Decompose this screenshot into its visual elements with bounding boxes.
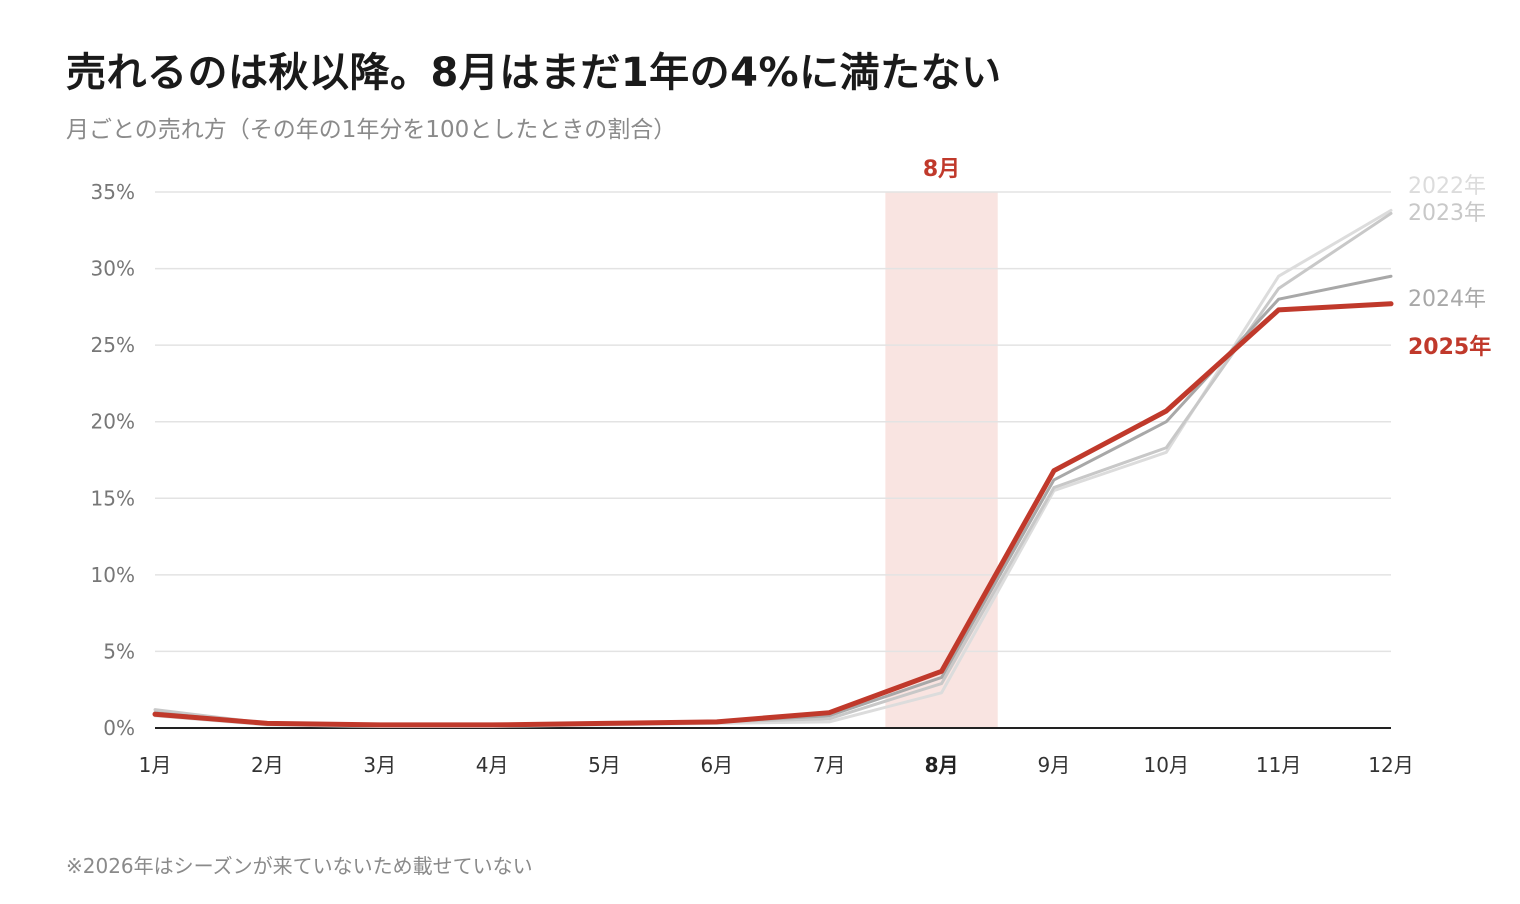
series-line [152, 301, 1394, 728]
y-tick-label: 20% [91, 410, 135, 434]
y-tick-label: 30% [91, 257, 135, 281]
x-tick-label: 2月 [251, 753, 284, 777]
x-tick-label: 5月 [588, 753, 621, 777]
x-tick-label: 10月 [1144, 753, 1189, 777]
series-label: 2024年 [1408, 287, 1486, 312]
x-tick-label: 8月 [925, 753, 959, 777]
y-tick-label: 10% [91, 563, 135, 587]
x-axis-ticks: 1月 2月 3月 4月 5月 6月 7月 8月 9月 10月 11月 12月 [139, 753, 1414, 777]
y-tick-label: 15% [91, 486, 135, 510]
x-tick-label: 1月 [139, 753, 172, 777]
x-tick-label: 12月 [1368, 753, 1413, 777]
highlight-label: 8月 [923, 157, 960, 182]
x-tick-label: 11月 [1256, 753, 1301, 777]
footnote: ※2026年はシーズンが来ていないため載せていない [66, 854, 533, 878]
series-label: 2023年 [1408, 201, 1486, 226]
series-line [153, 208, 1393, 728]
x-tick-label: 3月 [363, 753, 396, 777]
highlight-band [885, 192, 998, 728]
series-lines [152, 208, 1394, 729]
series-label: 2025年 [1408, 334, 1491, 360]
chart-subtitle: 月ごとの売れ方（その年の1年分を100としたときの割合） [66, 117, 677, 143]
series-label: 2022年 [1408, 174, 1486, 199]
x-tick-label: 7月 [813, 753, 846, 777]
chart-title: 売れるのは秋以降。8月はまだ1年の4%に満たない [66, 50, 1002, 96]
x-tick-label: 4月 [476, 753, 509, 777]
x-tick-label: 9月 [1038, 753, 1071, 777]
y-tick-label: 0% [103, 716, 135, 740]
highlight-band-layer: 8月 [885, 157, 998, 728]
line-chart: 8月 0% 5% 10% 15% 20% 25% 30% 35% 1月 2月 3月 4月 5月 6月 7月… [91, 157, 1492, 777]
y-tick-label: 25% [91, 333, 135, 357]
series-line [153, 274, 1393, 727]
y-tick-label: 35% [91, 180, 135, 204]
series-line [153, 211, 1393, 727]
y-axis-ticks: 0% 5% 10% 15% 20% 25% 30% 35% [91, 180, 135, 740]
y-tick-label: 5% [103, 639, 135, 663]
gridlines [155, 191, 1391, 653]
x-tick-label: 6月 [700, 753, 733, 777]
